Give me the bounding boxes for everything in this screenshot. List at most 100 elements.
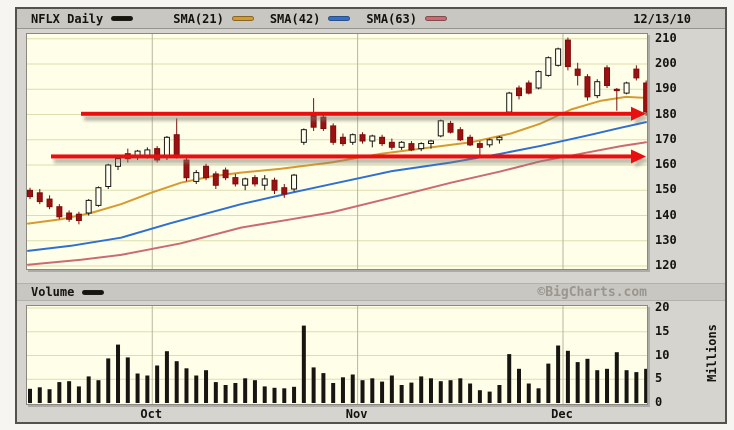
volume-bar xyxy=(243,378,248,403)
sma42-line-swatch xyxy=(328,16,351,21)
volume-bar xyxy=(28,388,32,404)
volume-bar xyxy=(575,362,580,403)
candle xyxy=(604,67,611,86)
candle xyxy=(545,57,552,76)
volume-bar xyxy=(86,376,91,403)
candle xyxy=(330,125,337,143)
candle xyxy=(643,82,647,113)
legend-item-sma21: SMA(21) xyxy=(173,12,254,26)
volume-bar xyxy=(184,368,189,403)
chart-header: NFLX Daily SMA(21) SMA(42) SMA(63) 12/13… xyxy=(17,9,725,29)
candle xyxy=(476,143,483,148)
candle xyxy=(574,68,581,76)
candle xyxy=(242,178,249,186)
volume-bar xyxy=(252,380,257,403)
volume-chart-canvas xyxy=(27,306,647,404)
volume-bar xyxy=(135,373,140,403)
volume-tick-label: 10 xyxy=(655,347,670,362)
price-chart-panel xyxy=(26,33,648,270)
candle xyxy=(349,134,356,143)
candle xyxy=(95,187,102,206)
volume-tick-label: 0 xyxy=(655,395,663,409)
price-tick-label: 130 xyxy=(655,232,677,247)
month-label-oct: Oct xyxy=(140,407,163,421)
symbol-group: NFLX Daily xyxy=(31,11,134,26)
candle xyxy=(467,136,474,146)
volume-bar xyxy=(409,382,414,403)
volume-bar xyxy=(517,368,521,403)
volume-bar xyxy=(145,375,150,403)
candle xyxy=(379,136,386,145)
month-label-dec: Dec xyxy=(551,407,573,421)
volume-bar xyxy=(428,378,433,403)
candle xyxy=(457,129,464,141)
volume-bar xyxy=(262,386,267,403)
bigcharts-watermark: ©BigCharts.com xyxy=(537,284,647,300)
candle xyxy=(496,136,503,141)
volume-tick-label: 5 xyxy=(655,371,663,386)
candle xyxy=(232,177,239,185)
chart-window: NFLX Daily SMA(21) SMA(42) SMA(63) 12/13… xyxy=(15,7,727,424)
volume-bar xyxy=(507,354,512,403)
volume-bar xyxy=(125,357,130,403)
volume-bar xyxy=(282,388,287,403)
volume-tick-label: 20 xyxy=(655,300,670,314)
daily-line-swatch xyxy=(111,16,134,21)
volume-bar xyxy=(47,389,52,403)
sma63-line-swatch xyxy=(424,16,447,21)
volume-bar xyxy=(301,325,306,403)
support-line-arrowhead xyxy=(631,149,646,164)
candle xyxy=(46,198,53,208)
volume-bar xyxy=(292,386,297,403)
candle xyxy=(193,172,200,182)
candle xyxy=(56,206,63,218)
candle xyxy=(36,192,43,203)
legend-label-sma63: SMA(63) xyxy=(366,11,417,26)
candle xyxy=(535,71,542,89)
volume-bar xyxy=(194,375,199,403)
volume-bar xyxy=(204,370,209,403)
price-chart-canvas xyxy=(27,34,647,269)
candle xyxy=(584,76,591,98)
volume-bar xyxy=(634,372,639,403)
candle xyxy=(173,134,180,157)
candle xyxy=(516,87,522,97)
volume-bar xyxy=(321,373,326,403)
candle xyxy=(105,164,112,187)
volume-bar xyxy=(448,380,453,403)
legend-label-sma21: SMA(21) xyxy=(173,11,224,26)
volume-bar xyxy=(380,381,385,403)
volume-bar xyxy=(536,388,541,403)
candle xyxy=(281,187,288,195)
volume-bar xyxy=(595,370,600,403)
volume-bar xyxy=(57,382,62,403)
support-line xyxy=(51,154,633,159)
volume-bar xyxy=(370,378,375,403)
volume-chart-panel xyxy=(26,305,648,405)
candle xyxy=(623,82,630,94)
legend: SMA(21) SMA(42) SMA(63) xyxy=(173,12,447,26)
month-label-nov: Nov xyxy=(345,407,368,421)
volume-bar xyxy=(116,344,121,403)
volume-bar xyxy=(526,383,531,403)
legend-label-sma42: SMA(42) xyxy=(269,11,321,26)
price-tick-label: 180 xyxy=(655,106,677,121)
price-tick-label: 200 xyxy=(655,56,677,71)
volume-bar xyxy=(350,374,355,403)
volume-bar xyxy=(399,385,404,403)
candle xyxy=(506,92,513,113)
price-tick-label: 140 xyxy=(655,207,677,222)
candle xyxy=(564,39,571,68)
price-tick-label: 120 xyxy=(655,258,677,272)
volume-bar xyxy=(419,376,424,403)
volume-bar xyxy=(213,382,218,403)
volume-bar xyxy=(331,383,336,403)
price-tick-label: 190 xyxy=(655,81,677,96)
candle xyxy=(555,48,562,66)
volume-bar xyxy=(497,385,502,403)
candle xyxy=(75,213,82,221)
volume-bar xyxy=(458,378,463,403)
symbol-label: NFLX Daily xyxy=(31,11,104,26)
candle xyxy=(251,177,258,185)
